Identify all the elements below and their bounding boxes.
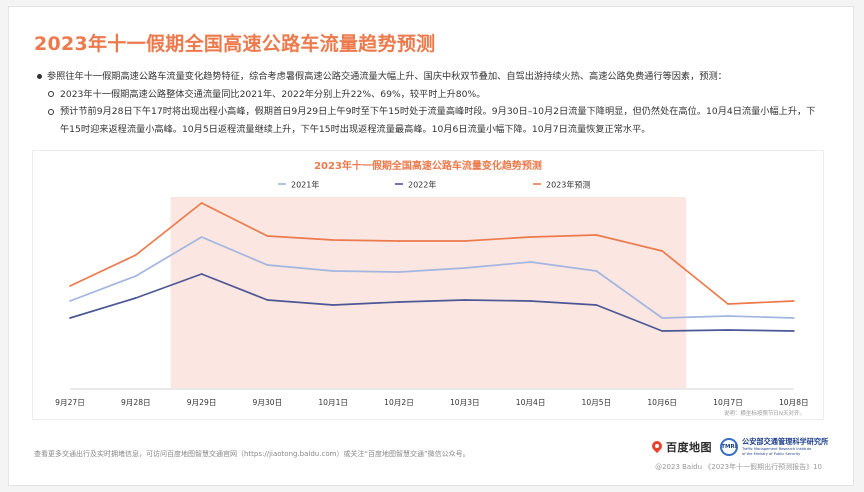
data-point bbox=[595, 270, 598, 272]
map-pin-icon bbox=[652, 441, 662, 453]
x-tick-label: 10月6日 bbox=[647, 398, 677, 407]
bullet-sub-1: 2023年十一假期高速公路整体交通流量同比2021年、2022年分别上升22%、… bbox=[34, 86, 824, 104]
data-point bbox=[529, 261, 532, 263]
data-point bbox=[792, 330, 795, 332]
data-point bbox=[529, 236, 532, 238]
series-line-0 bbox=[69, 236, 794, 319]
data-point bbox=[529, 300, 532, 302]
legend-label-0: 2021年 bbox=[291, 180, 319, 190]
data-point bbox=[134, 275, 137, 277]
data-point bbox=[463, 240, 466, 242]
legend-label-1: 2022年 bbox=[408, 180, 436, 190]
x-tick-label: 10月2日 bbox=[384, 398, 414, 407]
x-tick-label: 10月8日 bbox=[779, 398, 809, 407]
footer-note: 查看更多交通出行及实时拥堵信息，可访问百度地图智慧交通官网（https://ji… bbox=[34, 450, 470, 458]
x-tick-label: 10月5日 bbox=[582, 398, 612, 407]
data-point bbox=[332, 304, 335, 306]
data-point bbox=[661, 250, 664, 252]
data-point bbox=[134, 254, 137, 256]
data-point bbox=[463, 267, 466, 269]
data-point bbox=[727, 329, 729, 331]
line-chart: 2023年十一假期全国高速公路车流量变化趋势预测 2021年 2022年 2023年… bbox=[55, 159, 808, 417]
data-point bbox=[595, 234, 598, 236]
data-point bbox=[661, 317, 664, 319]
tmri-logo: 公安部交通管理科学研究所 Traffic Management Research… bbox=[742, 437, 828, 456]
x-tick-label: 10月4日 bbox=[516, 398, 546, 407]
highlight-band bbox=[170, 197, 687, 388]
data-point bbox=[200, 273, 203, 275]
data-point bbox=[200, 202, 203, 204]
x-tick-label: 10月1日 bbox=[318, 398, 348, 407]
data-point bbox=[134, 297, 137, 299]
data-point bbox=[661, 330, 664, 332]
series-line-1 bbox=[69, 273, 794, 332]
legend-label-2: 2023年预测 bbox=[546, 180, 590, 190]
x-tick-label: 9月28日 bbox=[121, 398, 151, 407]
data-point bbox=[727, 303, 729, 305]
data-point bbox=[463, 299, 466, 301]
tmri-logo-icon: TMRI bbox=[720, 437, 738, 456]
data-point bbox=[266, 264, 269, 266]
data-point bbox=[332, 270, 335, 272]
x-tick-label: 9月29日 bbox=[187, 398, 217, 407]
baidu-map-logo: 百度地图 bbox=[652, 439, 712, 455]
data-point bbox=[266, 235, 269, 237]
data-point bbox=[792, 300, 795, 302]
tmri-logo-en-1: Traffic Management Research Institute bbox=[742, 447, 812, 451]
data-point bbox=[69, 300, 71, 302]
data-point bbox=[200, 236, 203, 238]
tmri-logo-en-2: of the Ministry of Public Security bbox=[742, 451, 801, 456]
chart-title: 2023年十一假期全国高速公路车流量变化趋势预测 bbox=[314, 159, 542, 172]
series-line-2 bbox=[69, 202, 794, 305]
data-point bbox=[69, 317, 71, 319]
x-tick-label: 9月30日 bbox=[253, 398, 283, 407]
data-point bbox=[792, 317, 795, 319]
chart-container: 2023年十一假期全国高速公路车流量变化趋势预测 2021年 2022年 2023年… bbox=[32, 150, 824, 420]
bullet-sub-2: 预计节前9月28日下午17时将出现出程小高峰，假期首日9月29日上午9时至下午1… bbox=[34, 103, 824, 138]
data-point bbox=[398, 301, 400, 303]
x-tick-label: 9月27日 bbox=[55, 398, 85, 407]
data-point bbox=[398, 271, 400, 273]
data-point bbox=[69, 285, 71, 287]
data-point bbox=[595, 304, 598, 306]
series-lines bbox=[69, 202, 795, 332]
legend: 2021年 2022年 2023年预测 bbox=[278, 180, 590, 190]
bullet-main: 参照往年十一假期高速公路车流量变化趋势特征，综合考虑暑假高速公路交通流量大幅上升… bbox=[34, 68, 824, 86]
copyright: @2023 Baidu 《2023年十一假期出行预测报告》10 bbox=[655, 463, 822, 471]
x-tick-label: 10月3日 bbox=[450, 398, 480, 407]
data-point bbox=[266, 299, 269, 301]
chart-note: 说明：横坐标按照节日N天对齐。 bbox=[724, 409, 805, 417]
data-point bbox=[398, 240, 400, 242]
baidu-map-logo-text: 百度地图 bbox=[666, 440, 712, 454]
page-title: 2023年十一假期全国高速公路车流量趋势预测 bbox=[34, 33, 436, 55]
tmri-logo-cn: 公安部交通管理科学研究所 bbox=[742, 437, 829, 446]
x-axis-ticks: 9月27日 9月28日 9月29日 9月30日 10月1日 10月2日 10月3日 10月4日… bbox=[55, 398, 808, 407]
data-point bbox=[727, 315, 729, 317]
data-point bbox=[332, 239, 335, 241]
summary-bullets: 参照往年十一假期高速公路车流量变化趋势特征，综合考虑暑假高速公路交通流量大幅上升… bbox=[34, 68, 824, 138]
logos: 百度地图 TMRI 公安部交通管理科学研究所 Traffic Managemen… bbox=[652, 437, 828, 456]
x-tick-label: 10月7日 bbox=[713, 398, 743, 407]
